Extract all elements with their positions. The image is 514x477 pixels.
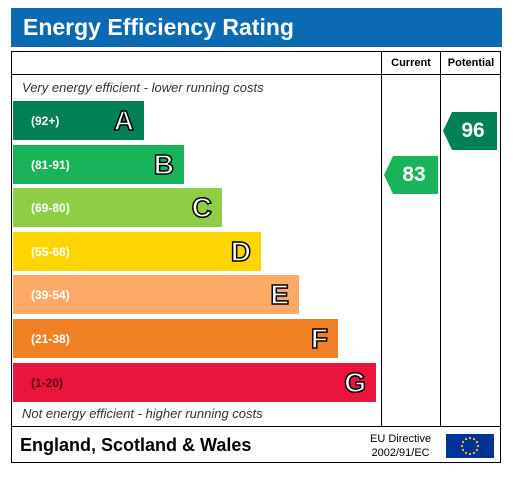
band-letter: A [113, 104, 135, 137]
band-range: (69-80) [31, 201, 70, 216]
current-rating-indicator: 83 [384, 155, 438, 194]
potential-rating-indicator-value: 96 [461, 119, 485, 142]
band-letter: F [310, 322, 329, 355]
band-e: (39-54) E [13, 275, 299, 315]
eu-flag-icon [446, 434, 494, 458]
band-letter: B [153, 148, 175, 181]
band-range: (39-54) [31, 288, 70, 303]
rating-table [11, 51, 501, 463]
band-range: (55-68) [31, 244, 70, 259]
potential-rating-indicator: 96 [443, 112, 497, 150]
page-title: Energy Efficiency Rating [11, 8, 502, 47]
region-label: England, Scotland & Wales [20, 435, 252, 455]
directive-line-2: 2002/91/EC [371, 447, 430, 459]
potential-column-header: Potential [447, 57, 495, 69]
footer-row-divider [11, 426, 501, 427]
band-range: (92+) [31, 114, 60, 128]
band-range: (21-38) [31, 332, 70, 346]
band-range: (1-20) [31, 375, 64, 390]
current-rating-indicator-value: 83 [402, 162, 426, 186]
current-column-header: Current [391, 57, 431, 69]
band-range: (81-91) [31, 157, 70, 172]
potential-column-divider [440, 51, 441, 427]
band-c: (69-80) C [13, 188, 222, 228]
bottom-note: Not energy efficient - higher running co… [22, 406, 263, 421]
header-row-divider [11, 74, 501, 75]
current-column-divider [381, 51, 382, 427]
band-g: (1-20) G [13, 362, 376, 402]
band-letter: C [191, 191, 213, 224]
band-f: (21-38) F [13, 319, 338, 358]
band-a: (92+) A [13, 101, 144, 140]
band-letter: D [230, 235, 252, 268]
band-b: (81-91) B [13, 144, 184, 184]
directive-line-1: EU Directive [370, 433, 432, 445]
band-letter: E [270, 279, 290, 312]
eu-directive: EU Directive 2002/91/EC [370, 432, 431, 460]
top-note: Very energy efficient - lower running co… [22, 80, 264, 95]
band-d: (55-68) D [13, 231, 261, 271]
band-letter: G [343, 366, 366, 399]
